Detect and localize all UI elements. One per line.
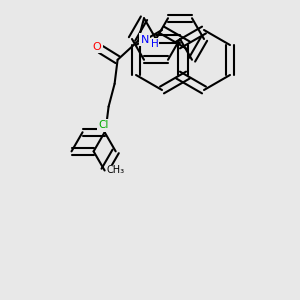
Text: H: H (151, 39, 158, 49)
Text: O: O (100, 121, 109, 131)
Text: O: O (93, 42, 102, 52)
Text: N: N (140, 34, 149, 45)
Text: CH₃: CH₃ (107, 166, 125, 176)
Text: Cl: Cl (98, 120, 108, 130)
